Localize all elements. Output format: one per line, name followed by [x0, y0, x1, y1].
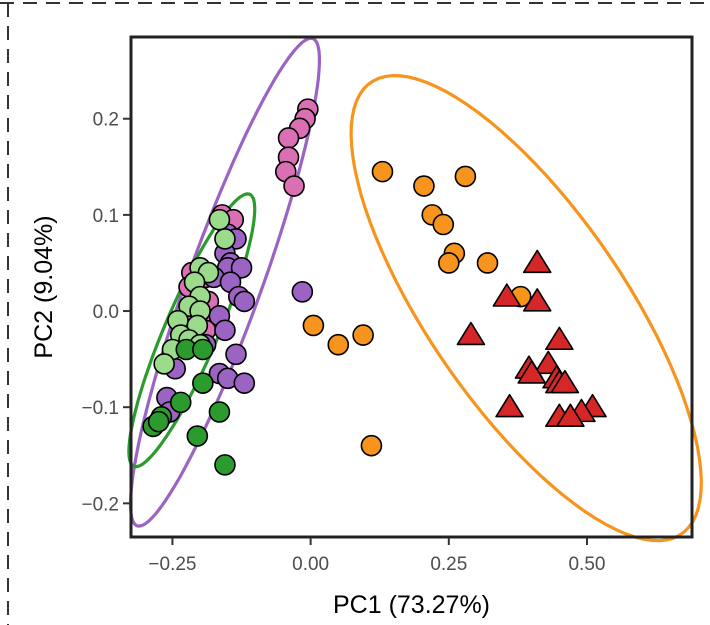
- data-point-orange: [438, 252, 460, 274]
- data-point-orange: [432, 213, 455, 236]
- data-point-purple: [233, 372, 256, 394]
- data-point-dark-green: [169, 391, 192, 414]
- data-point-red: [522, 249, 552, 274]
- series-red: [456, 249, 607, 427]
- data-point-purple: [291, 281, 314, 303]
- x-tick-label: −0.25: [148, 554, 196, 575]
- y-tick-label: 0.0: [93, 302, 119, 323]
- axes: −0.25 0.00 0.25 0.50 0.2 0.1 0.0 −0.1 −0.2: [81, 110, 605, 575]
- data-point-light-green: [208, 208, 231, 231]
- data-point-orange: [302, 314, 325, 337]
- y-axis-label: PC2 (9.04%): [30, 215, 58, 358]
- data-point-orange: [360, 434, 383, 457]
- y-tick-label: 0.2: [93, 110, 119, 131]
- data-point-dark-green: [214, 454, 236, 476]
- data-point-red: [492, 283, 522, 307]
- data-point-dark-green: [186, 425, 209, 447]
- data-point-purple: [230, 256, 253, 279]
- data-point-orange: [371, 160, 394, 183]
- data-point-light-green: [153, 353, 175, 375]
- data-point-red: [495, 393, 524, 418]
- series-orange: [302, 160, 532, 457]
- data-point-dark-green: [147, 410, 170, 433]
- data-point-red: [556, 403, 585, 427]
- x-tick-label: 0.00: [292, 554, 329, 575]
- x-tick-label: 0.50: [568, 554, 605, 575]
- y-tick-label: 0.1: [93, 206, 119, 227]
- data-point-red: [550, 369, 580, 394]
- data-point-purple: [225, 343, 247, 366]
- data-point-dark-green: [192, 372, 214, 394]
- y-tick-label: −0.1: [81, 398, 119, 419]
- data-point-purple: [214, 319, 236, 342]
- data-point-dark-green: [208, 401, 231, 423]
- data-point-purple: [233, 290, 256, 313]
- data-point-light-green: [214, 228, 236, 250]
- plot-area: [127, 36, 703, 543]
- data-point-red: [517, 360, 547, 384]
- data-point-orange: [413, 175, 435, 197]
- data-point-orange: [352, 324, 374, 346]
- x-tick-label: 0.25: [430, 554, 467, 575]
- y-tick-label: −0.2: [81, 494, 119, 515]
- data-point-red: [522, 288, 552, 312]
- series-dark-green: [142, 338, 236, 476]
- orange-ellipse: [349, 73, 703, 543]
- data-point-dark-green: [192, 338, 214, 361]
- data-point-orange: [476, 252, 499, 274]
- data-point-pink: [277, 127, 300, 149]
- data-point-orange: [327, 333, 350, 356]
- data-point-red: [545, 326, 574, 351]
- data-point-pink: [283, 175, 305, 197]
- data-point-orange: [454, 165, 477, 188]
- panel-border: [129, 35, 694, 539]
- x-axis-label: PC1 (73.27%): [333, 591, 490, 619]
- data-point-red: [456, 321, 486, 346]
